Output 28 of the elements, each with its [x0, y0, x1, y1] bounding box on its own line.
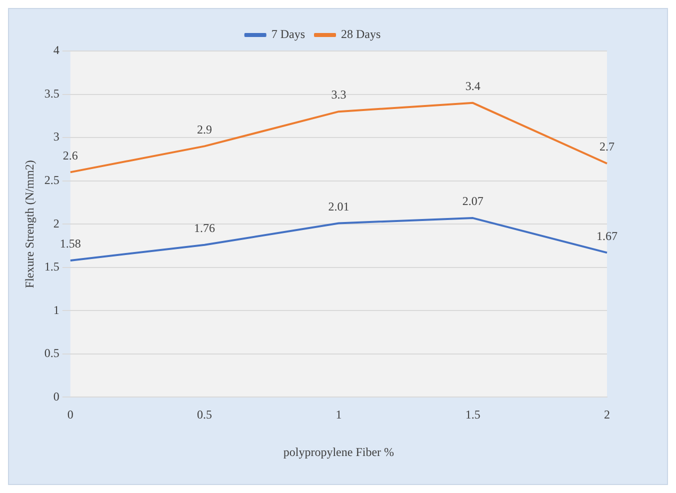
data-label: 2.07	[462, 194, 484, 208]
x-axis-title: polypropylene Fiber %	[283, 444, 394, 459]
x-tick-label: 2	[604, 408, 610, 422]
x-tick-label: 0	[67, 408, 74, 422]
data-label: 2.9	[197, 122, 212, 136]
y-tick-label: 0.5	[44, 346, 60, 360]
y-tick-label: 4	[53, 43, 60, 58]
x-tick-label: 0.5	[197, 408, 212, 422]
data-label: 3.4	[465, 79, 480, 94]
y-tick-label: 3.5	[44, 86, 60, 100]
y-tick-label: 1	[53, 302, 60, 317]
legend-label: 28 Days	[341, 27, 381, 42]
legend-label: 7 Days	[271, 27, 306, 42]
data-label: 1.67	[596, 228, 618, 243]
y-tick-label: 2.5	[44, 172, 60, 187]
y-axis-title: Flexure Strength (N/mm2)	[22, 160, 36, 288]
y-tick-label: 0	[53, 389, 60, 404]
y-tick-label: 2	[53, 216, 60, 230]
data-label: 2.6	[62, 148, 78, 162]
data-label: 2.01	[328, 199, 350, 214]
y-tick-label: 1.5	[44, 260, 60, 274]
data-label: 2.7	[600, 140, 614, 154]
data-label: 1.58	[60, 236, 81, 251]
x-tick-label: 1.5	[465, 408, 480, 422]
x-tick-label: 1	[336, 408, 342, 422]
data-label: 3.3	[331, 88, 346, 102]
data-label: 1.76	[194, 221, 216, 236]
y-tick-label: 3	[53, 130, 60, 144]
